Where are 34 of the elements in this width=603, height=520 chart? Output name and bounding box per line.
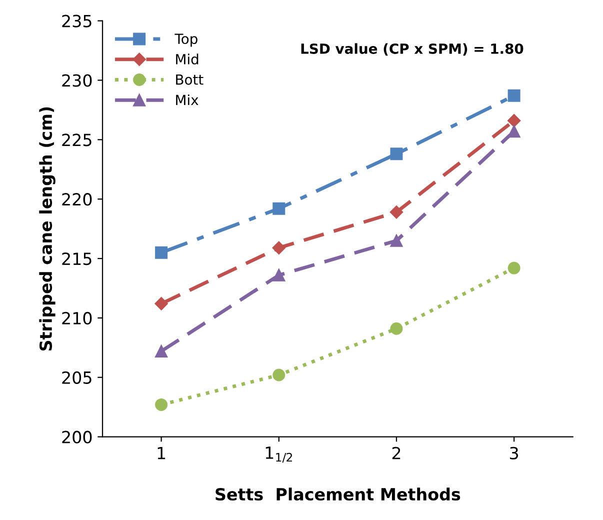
- point: [507, 114, 521, 128]
- x-tick-label: 2: [392, 446, 400, 460]
- annotation: LSD value (CP x SPM) = 1.80: [301, 43, 524, 56]
- point: [155, 398, 168, 411]
- point: [508, 89, 520, 102]
- y-tick-label: 205: [62, 371, 92, 384]
- legend-label: Mix: [176, 94, 198, 106]
- y-tick-label: 200: [62, 430, 92, 444]
- legend-label: Mid: [176, 54, 198, 64]
- y-axis-title: Stripped cane length (cm): [39, 107, 56, 351]
- x-tick-label: 3: [510, 446, 518, 460]
- y-tick-label: 215: [62, 252, 92, 266]
- point: [155, 246, 168, 259]
- y-tick-label: 230: [62, 74, 92, 87]
- y-tick-label: 225: [62, 134, 92, 146]
- point: [272, 368, 286, 382]
- point: [155, 344, 168, 358]
- point: [154, 297, 168, 310]
- point: [390, 206, 404, 219]
- y-tick-label: 210: [62, 312, 92, 325]
- x-axis-title: Setts Placement Methods: [216, 488, 460, 501]
- y-tick-label: 235: [62, 14, 92, 28]
- point: [272, 202, 286, 215]
- point: [508, 262, 520, 274]
- legend-label: Bott: [176, 74, 204, 85]
- x-tick-label: 1: [158, 447, 166, 460]
- point: [390, 148, 403, 160]
- point: [272, 268, 286, 282]
- y-tick-label: 220: [62, 193, 92, 206]
- x-tick-label: 1$_{1/2}$: [266, 446, 292, 463]
- legend-label: Top: [174, 34, 198, 47]
- point: [272, 241, 286, 254]
- point: [390, 322, 403, 335]
- point: [390, 234, 403, 247]
